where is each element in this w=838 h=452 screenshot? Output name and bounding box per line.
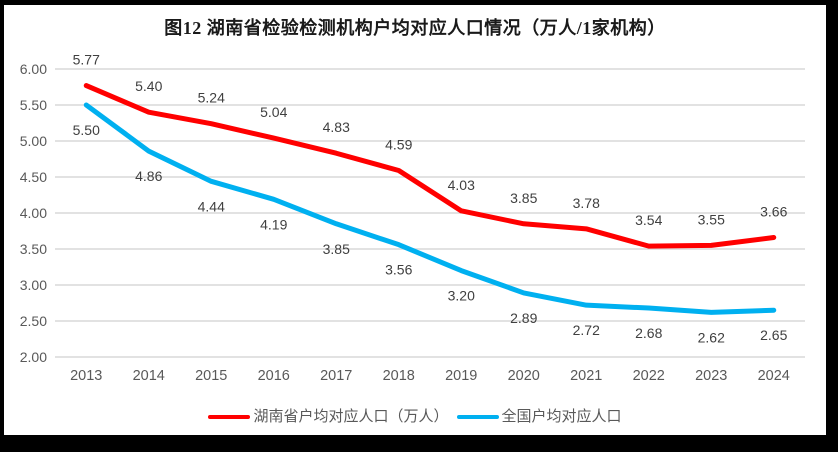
- chart-canvas: 图12 湖南省检验检测机构户均对应人口情况（万人/1家机构） 湖南省户均对应人口…: [4, 5, 826, 435]
- legend-item-hunan: 湖南省户均对应人口（万人）: [208, 408, 449, 426]
- chart-title: 图12 湖南省检验检测机构户均对应人口情况（万人/1家机构）: [164, 18, 666, 38]
- legend-swatch-hunan-red-line: [208, 415, 251, 419]
- legend-swatch-national-blue-line: [456, 415, 499, 419]
- chart-legend: 湖南省户均对应人口（万人） 全国户均对应人口: [4, 408, 826, 426]
- legend-item-national: 全国户均对应人口: [456, 408, 622, 426]
- legend-label-national: 全国户均对应人口: [501, 408, 622, 425]
- legend-label-hunan: 湖南省户均对应人口（万人）: [253, 408, 449, 425]
